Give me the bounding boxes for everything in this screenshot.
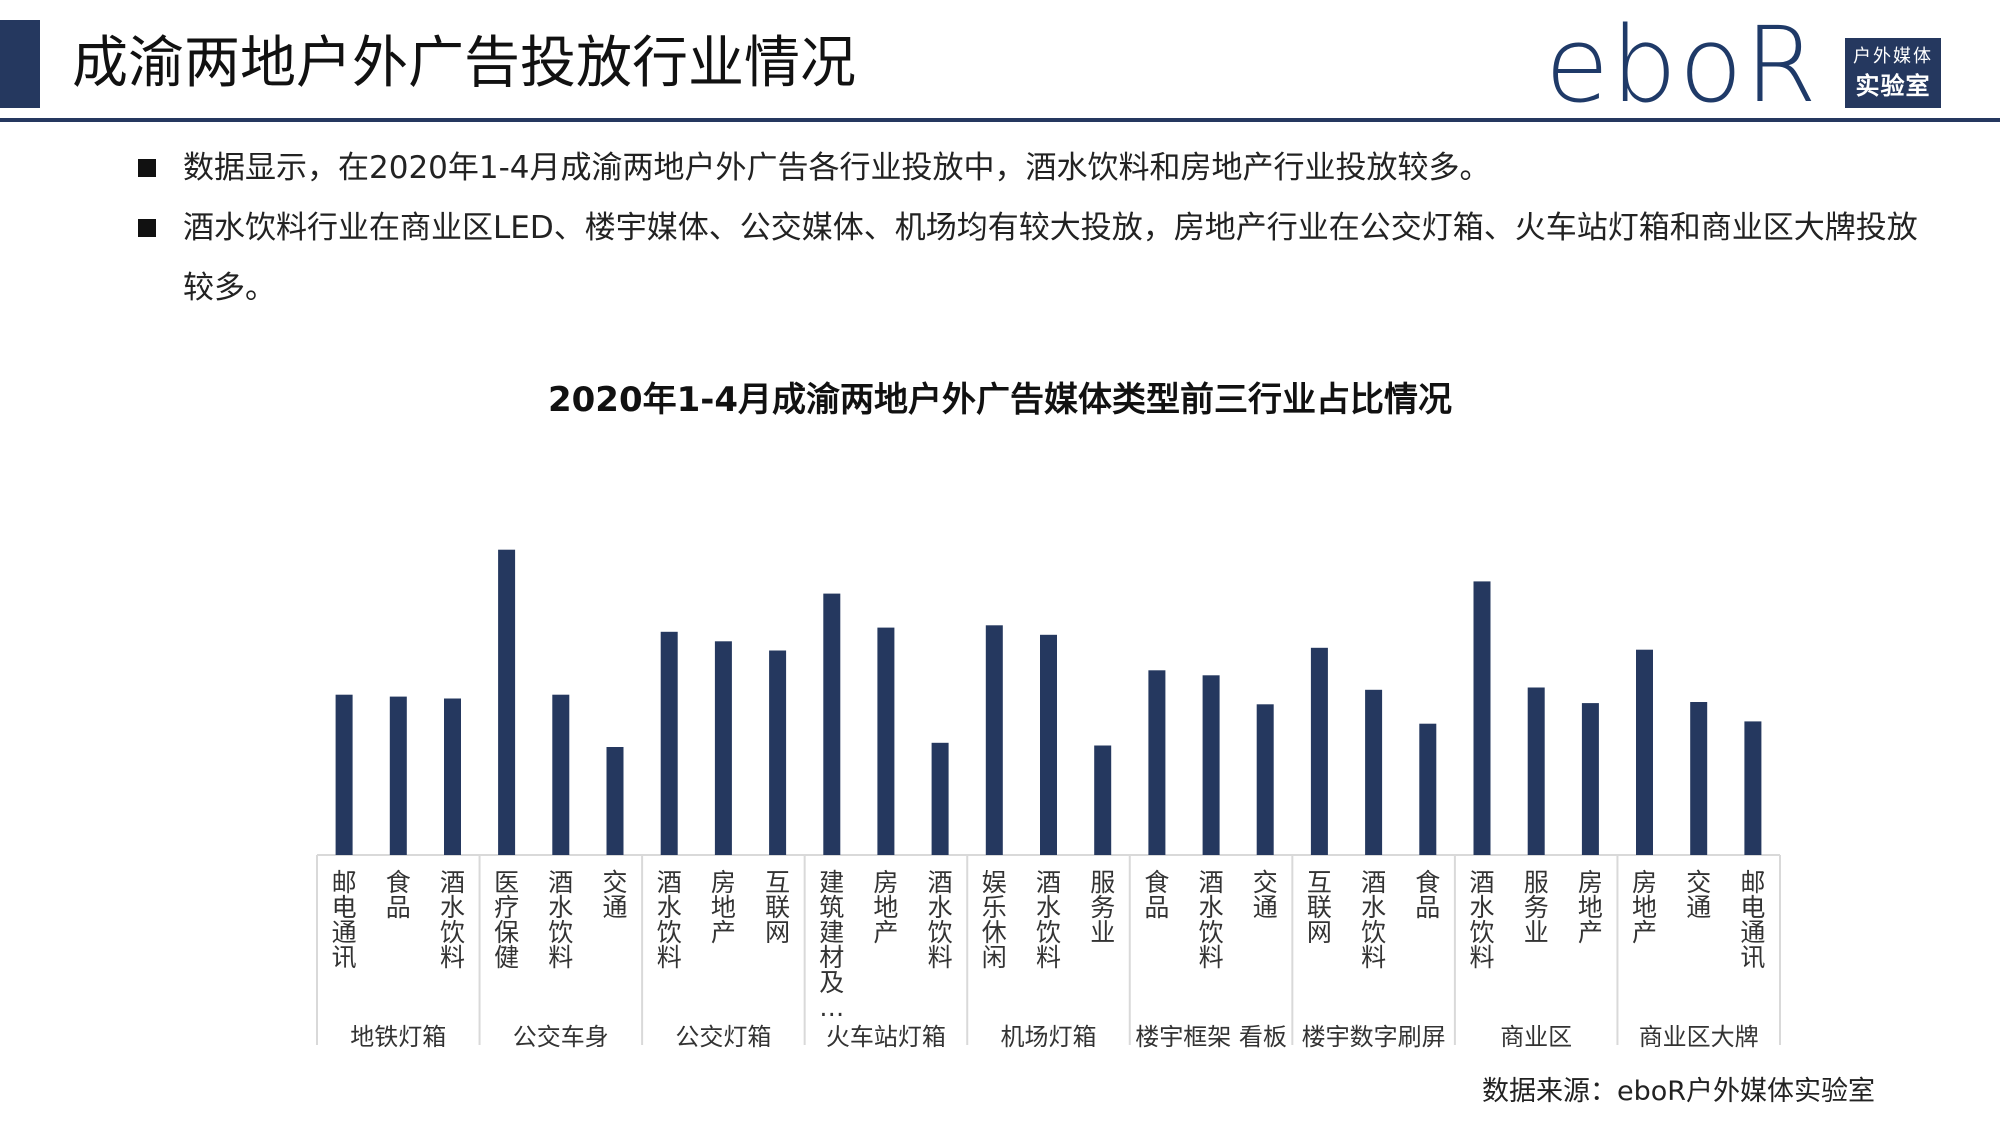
page-title: 成渝两地户外广告投放行业情况 (72, 31, 856, 96)
category-tick-label: 酒水饮料 (1361, 868, 1386, 972)
category-tick-label: 食品 (1415, 868, 1440, 922)
bar (1256, 704, 1274, 855)
bar (552, 694, 570, 855)
category-tick-label: 食品 (386, 868, 411, 922)
bar (1419, 723, 1437, 855)
bar (769, 650, 787, 855)
group-label: 商业区 (1500, 1023, 1572, 1051)
bar (1527, 687, 1545, 855)
logo-badge: 户外媒体 实验室 (1845, 38, 1941, 108)
category-tick-label: 医疗保健 (494, 868, 519, 972)
bar (1148, 670, 1166, 855)
category-tick-label: 房地产 (873, 868, 898, 947)
category-tick-label: 酒水饮料 (440, 868, 465, 972)
bar (1094, 745, 1112, 855)
bar (1581, 703, 1599, 855)
bar (1040, 634, 1057, 855)
category-tick-label: 服务业 (1090, 868, 1115, 947)
bullet-item: 数据显示，在2020年1-4月成渝两地户外广告各行业投放中，酒水饮料和房地产行业… (138, 138, 1918, 198)
brand-logo: eboR 户外媒体 实验室 (1545, 10, 1945, 120)
logo-badge-line1: 户外媒体 (1853, 46, 1933, 67)
logo-wordmark: eboR (1545, 4, 1819, 126)
bar (444, 698, 461, 855)
bar (877, 627, 895, 855)
bar (714, 641, 732, 855)
bar (823, 593, 841, 855)
header-divider (0, 118, 2000, 122)
category-tick-label: 互联网 (1307, 868, 1332, 947)
bar (389, 696, 407, 855)
category-tick-label: 邮电通讯 (332, 868, 357, 972)
category-tick-label: 房地产 (1578, 868, 1603, 947)
category-tick-label: 房地产 (711, 868, 736, 947)
group-label: 火车站灯箱 (826, 1023, 946, 1051)
group-label: 商业区大牌 (1639, 1023, 1759, 1051)
group-label: 公交车身 (513, 1023, 609, 1051)
category-tick-label: 房地产 (1632, 868, 1657, 947)
bar (1636, 649, 1653, 855)
category-tick-label: 服务业 (1524, 868, 1549, 947)
category-tick-label: 酒水饮料 (657, 868, 682, 972)
group-label: 机场灯箱 (1001, 1023, 1097, 1051)
bar (660, 631, 678, 855)
category-tick-label: 娱乐休闲 (982, 868, 1007, 972)
bar (1473, 581, 1491, 855)
bullet-text: 数据显示，在2020年1-4月成渝两地户外广告各行业投放中，酒水饮料和房地产行业… (183, 150, 1491, 186)
category-tick-label: 酒水饮料 (928, 868, 953, 972)
summary-bullets: 数据显示，在2020年1-4月成渝两地户外广告各行业投放中，酒水饮料和房地产行业… (138, 138, 1918, 318)
bar (1690, 702, 1708, 855)
category-tick-label: 食品 (1144, 868, 1169, 922)
group-label: 地铁灯箱 (350, 1023, 446, 1051)
category-tick-label: 互联网 (765, 868, 790, 947)
group-label: 楼宇数字刷屏 (1302, 1023, 1446, 1051)
bullet-text: 酒水饮料行业在商业区LED、楼宇媒体、公交媒体、机场均有较大投放，房地产行业在公… (183, 210, 1918, 306)
bar (1365, 689, 1383, 855)
category-tick-label: 交通 (602, 868, 627, 922)
bar (1202, 675, 1220, 855)
category-tick-label: 建筑建材及… (819, 868, 844, 1022)
group-label: 公交灯箱 (675, 1023, 771, 1051)
bar (985, 625, 1003, 855)
bar (606, 747, 624, 855)
data-source: 数据来源：eboR户外媒体实验室 (1481, 1076, 1875, 1107)
chart-title: 2020年1-4月成渝两地户外广告媒体类型前三行业占比情况 (547, 380, 1453, 420)
logo-badge-line2: 实验室 (1855, 72, 1931, 100)
category-tick-label: 酒水饮料 (1469, 868, 1494, 972)
category-tick-label: 交通 (1253, 868, 1278, 922)
bullet-square-icon (138, 159, 156, 177)
category-tick-label: 酒水饮料 (548, 868, 573, 972)
group-label: 楼宇框架 看板 (1135, 1023, 1287, 1051)
bar (335, 694, 353, 855)
bar (931, 742, 949, 855)
category-tick-label: 酒水饮料 (1036, 868, 1061, 972)
bullet-item: 酒水饮料行业在商业区LED、楼宇媒体、公交媒体、机场均有较大投放，房地产行业在公… (138, 198, 1918, 318)
bar (1744, 721, 1762, 855)
bar (1310, 647, 1328, 855)
bar (498, 549, 516, 855)
category-tick-label: 邮电通讯 (1740, 868, 1765, 972)
bullet-square-icon (138, 219, 156, 237)
title-accent-bar (0, 20, 40, 108)
category-tick-label: 酒水饮料 (1199, 868, 1224, 972)
category-tick-label: 交通 (1686, 868, 1711, 922)
